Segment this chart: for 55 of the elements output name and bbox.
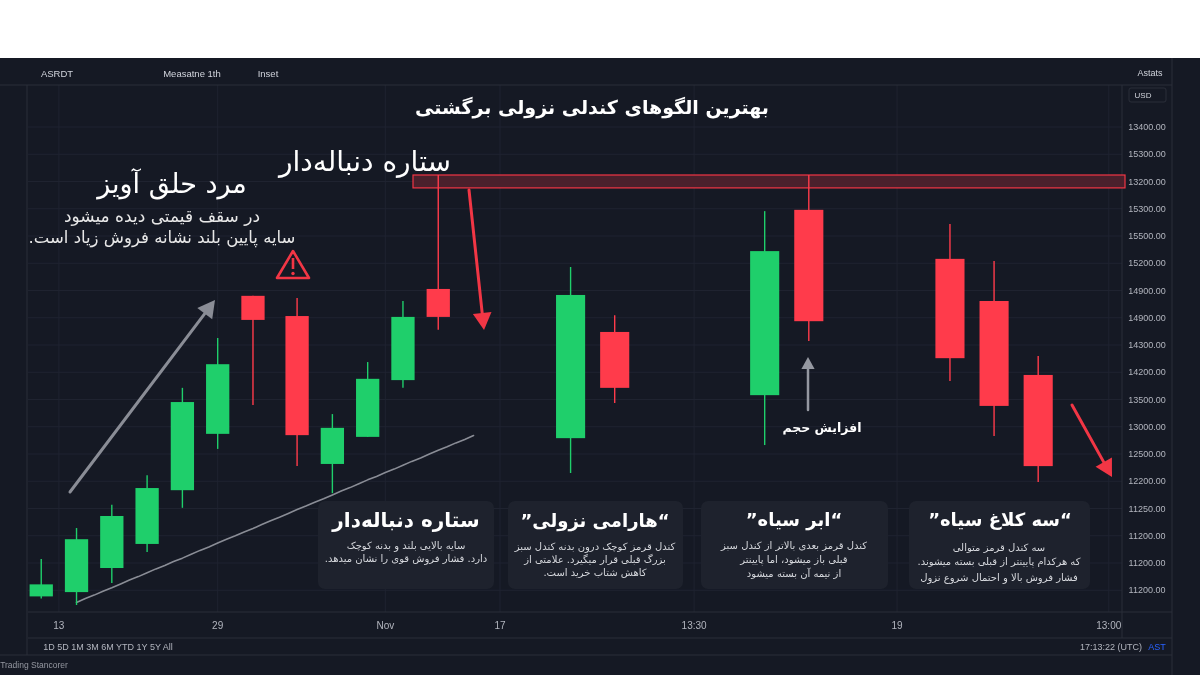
x-tick-label: 13:00 <box>1096 619 1122 631</box>
text: 12200.00 <box>1128 476 1166 487</box>
text: Inset <box>257 67 279 79</box>
text: 13400.00 <box>1128 122 1166 132</box>
text: 15200.00 <box>1128 258 1166 269</box>
text: 11250.00 <box>1128 503 1166 514</box>
annotation: کندل قرمز کوچک درون بدنه کندل سبز <box>513 540 676 553</box>
annotation: که هرکدام پایینتر از قبلی بسته میشوند. <box>917 555 1081 568</box>
text: 15300.00 <box>1128 203 1166 214</box>
text: 14200.00 <box>1128 367 1166 378</box>
annotation: دارد. فشار فروش قوی را نشان میدهد. <box>324 552 488 565</box>
annotation: “هارامی نزولی” <box>520 509 670 532</box>
annotation: فشار فروش بالا و احتمال شروع نزول <box>920 571 1078 584</box>
text: AST <box>1148 642 1167 652</box>
text: Trading Stancorer <box>0 660 69 670</box>
text: 14900.00 <box>1128 312 1166 323</box>
text: 14300.00 <box>1128 340 1166 350</box>
text: 11200.00 <box>1128 530 1166 541</box>
x-tick-label: 29 <box>212 619 224 631</box>
x-tick-label: Nov <box>376 619 395 631</box>
annotation: سه کندل قرمز متوالی <box>952 541 1046 553</box>
annotation: افزایش حجم <box>782 419 862 435</box>
text: 13500.00 <box>1128 394 1166 405</box>
annotation: قبلی باز میشود، اما پایینتر <box>739 553 848 566</box>
text: 15300.00 <box>1128 149 1166 160</box>
text: 11200.00 <box>1128 585 1166 596</box>
x-tick-label: 13 <box>53 619 65 631</box>
annotation: کندل قرمز بعدی بالاتر از کندل سبز <box>720 539 868 551</box>
chart-title: بهترین الگوهای کندلی نزولی برگشتی <box>415 96 769 119</box>
text: Measatne 1th <box>163 67 221 79</box>
text: 12500.00 <box>1128 449 1166 459</box>
text: ASRDT <box>40 67 74 79</box>
annotation: مرد حلق آویز <box>95 167 247 200</box>
annotation: در سقف قیمتی دیده میشود <box>63 206 261 226</box>
annotation: “سه کلاغ سیاه” <box>928 508 1072 530</box>
annotation: “ابر سیاه” <box>745 508 843 531</box>
x-tick-label: 17 <box>494 619 507 631</box>
annotation: سایه پایین بلند نشانه فروش زیاد است. <box>28 227 296 248</box>
annotation: سایه بالایی بلند و بدنه کوچک <box>346 539 466 552</box>
annotation: از نیمه آن بسته میشود <box>746 566 842 579</box>
text: USD <box>1134 90 1152 100</box>
text: 14900.00 <box>1128 285 1166 296</box>
x-tick-label: 13:30 <box>681 619 708 631</box>
annotation: بزرگ قبلی قرار میگیرد. علامتی از <box>523 552 666 565</box>
text: 11200.00 <box>1128 558 1166 568</box>
annotation: ستاره دنباله‌دار <box>276 144 452 178</box>
text: 17:13:22 (UTC) <box>1079 642 1143 652</box>
text: 13200.00 <box>1128 176 1166 187</box>
text: 15500.00 <box>1128 231 1166 241</box>
annotation: کاهش شتاب خرید است. <box>543 566 647 578</box>
x-tick-label: 19 <box>891 619 904 631</box>
text: 13000.00 <box>1128 421 1166 432</box>
annotation: ستاره دنباله‌دار <box>331 508 480 532</box>
text: Astats <box>1137 68 1163 78</box>
text: 1D 5D 1M 3M 6M YTD 1Y 5Y All <box>43 642 173 652</box>
